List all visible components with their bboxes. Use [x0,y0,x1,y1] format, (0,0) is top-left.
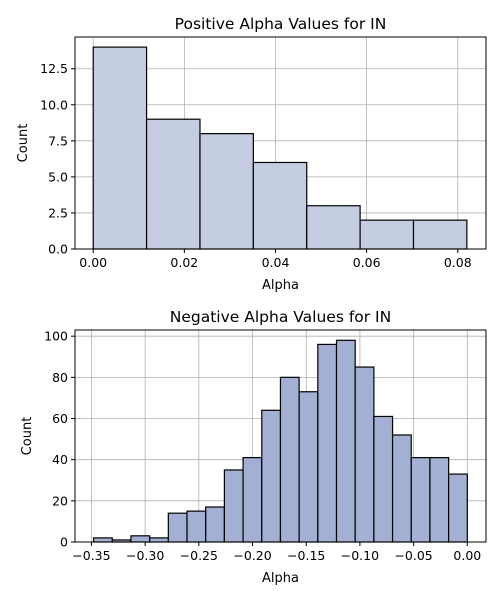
x-tick-label: 0.00 [79,255,107,270]
axes-frame [74,36,487,250]
x-tick-label: 0.00 [453,548,481,563]
x-tick-label: −0.30 [126,548,164,563]
histogram-bar [354,366,375,543]
y-tick-label: 10.0 [40,97,68,112]
histogram-bar [317,343,338,543]
histogram-bar [429,457,450,543]
histogram-bar [242,457,263,543]
histogram-bar [373,415,394,543]
histogram-bar [186,510,207,543]
y-tick-label: 40 [52,452,68,467]
x-tick-label: −0.05 [394,548,432,563]
x-axis-label: Alpha [262,571,299,586]
y-tick-label: 0 [60,535,68,550]
y-tick-label: 2.5 [48,205,68,220]
histogram-bar [391,434,412,543]
histogram-bar [335,339,356,543]
y-tick-label: 100 [44,329,68,344]
x-tick-label: 0.06 [353,255,381,270]
histogram-bar [199,133,254,250]
histogram-bar [149,537,169,543]
x-tick-label: 0.02 [170,255,198,270]
negative-alpha-histogram: −0.35 −0.30 −0.25 −0.20 −0.15 −0.10 −0.05 0.00 0… [20,308,487,586]
x-tick-label: 0.08 [444,255,472,270]
histogram-bar [252,161,308,250]
histogram-bar [92,537,113,543]
histogram-bar [145,118,201,250]
x-axis-label: Alpha [262,278,299,293]
histogram-bar [223,469,244,543]
y-tick-label: 7.5 [48,133,68,148]
y-axis-label: Count [20,417,35,456]
x-tick-label: −0.10 [341,548,379,563]
histogram-bar [261,409,282,543]
y-tick-label: 12.5 [40,61,68,76]
y-tick-label: 20 [52,493,68,508]
x-tick-label: −0.15 [287,548,325,563]
histogram-bar [92,46,148,250]
y-tick-label: 5.0 [48,169,68,184]
histogram-bar [306,205,361,250]
chart-title: Negative Alpha Values for IN [170,308,391,326]
histogram-bar [205,506,225,543]
x-tick-label: −0.25 [180,548,218,563]
histogram-bar [130,535,151,543]
histogram-bar [359,219,415,250]
positive-alpha-histogram: 0.00 0.02 0.04 0.06 0.08 0.0 2.5 5.0 7.5 10.0 12.5… [16,15,487,293]
axes-frame [74,329,487,543]
histogram-bar [167,512,188,543]
histogram-bar [412,219,468,250]
chart-title: Positive Alpha Values for IN [175,15,387,33]
y-axis-label: Count [16,124,31,163]
histogram-bar [298,391,319,543]
histogram-bar [279,376,300,543]
histogram-bar [410,457,431,543]
x-tick-label: −0.35 [72,548,110,563]
histogram-bar [448,473,468,543]
y-tick-label: 0.0 [48,242,68,257]
x-tick-label: −0.20 [233,548,271,563]
y-tick-label: 60 [52,411,68,426]
x-tick-label: 0.04 [262,255,290,270]
y-tick-label: 80 [52,370,68,385]
